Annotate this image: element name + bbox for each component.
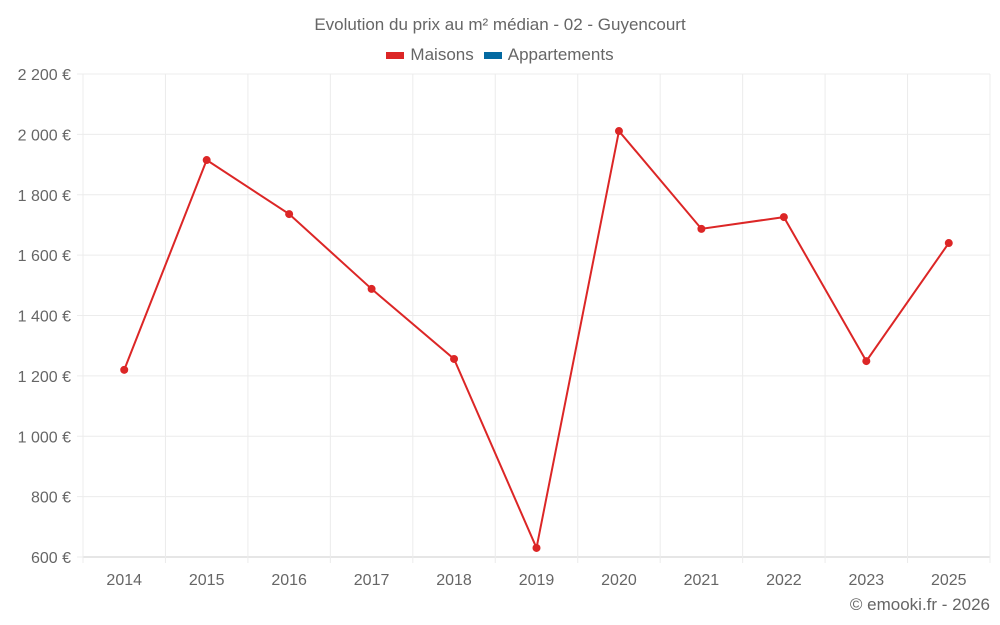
legend: Maisons Appartements [0,45,1000,65]
data-point [944,239,953,248]
legend-item-appartements[interactable]: Appartements [483,45,614,65]
data-point [450,354,459,363]
data-point [779,213,788,222]
data-point [862,357,871,366]
data-point [697,224,706,233]
x-tick-label: 2022 [766,572,802,589]
x-tick-label: 2023 [849,572,885,589]
y-tick-label: 2 000 € [18,127,71,144]
x-tick-label: 2020 [601,572,637,589]
y-tick-label: 1 200 € [18,369,71,386]
y-tick-label: 800 € [31,490,71,507]
x-tick-label: 2018 [436,572,472,589]
y-tick-label: 1 400 € [18,309,71,326]
x-tick-label: 2016 [271,572,307,589]
y-tick-label: 1 000 € [18,429,71,446]
x-tick-label: 2019 [519,572,555,589]
x-tick-label: 2017 [354,572,390,589]
legend-swatch-appartements [483,51,502,59]
legend-swatch-maisons [386,51,405,59]
data-point [202,156,211,165]
y-tick-label: 600 € [31,550,71,567]
x-tick-label: 2014 [106,572,142,589]
x-tick-label: 2015 [189,572,225,589]
credit: © emooki.fr - 2026 [849,595,990,614]
legend-item-maisons[interactable]: Maisons [386,45,474,65]
legend-label-appartements: Appartements [507,45,614,64]
y-tick-label: 1 800 € [18,188,71,205]
legend-label-maisons: Maisons [410,45,474,64]
data-point [120,365,129,374]
x-tick-label: 2021 [684,572,720,589]
data-point [614,127,623,136]
x-tick-label: 2025 [931,572,967,589]
data-point [285,210,294,219]
y-tick-label: 2 200 € [18,67,71,84]
chart-title: Evolution du prix au m² médian - 02 - Gu… [314,15,686,34]
y-tick-label: 1 600 € [18,248,71,265]
data-point [367,284,376,293]
data-point [532,543,541,552]
